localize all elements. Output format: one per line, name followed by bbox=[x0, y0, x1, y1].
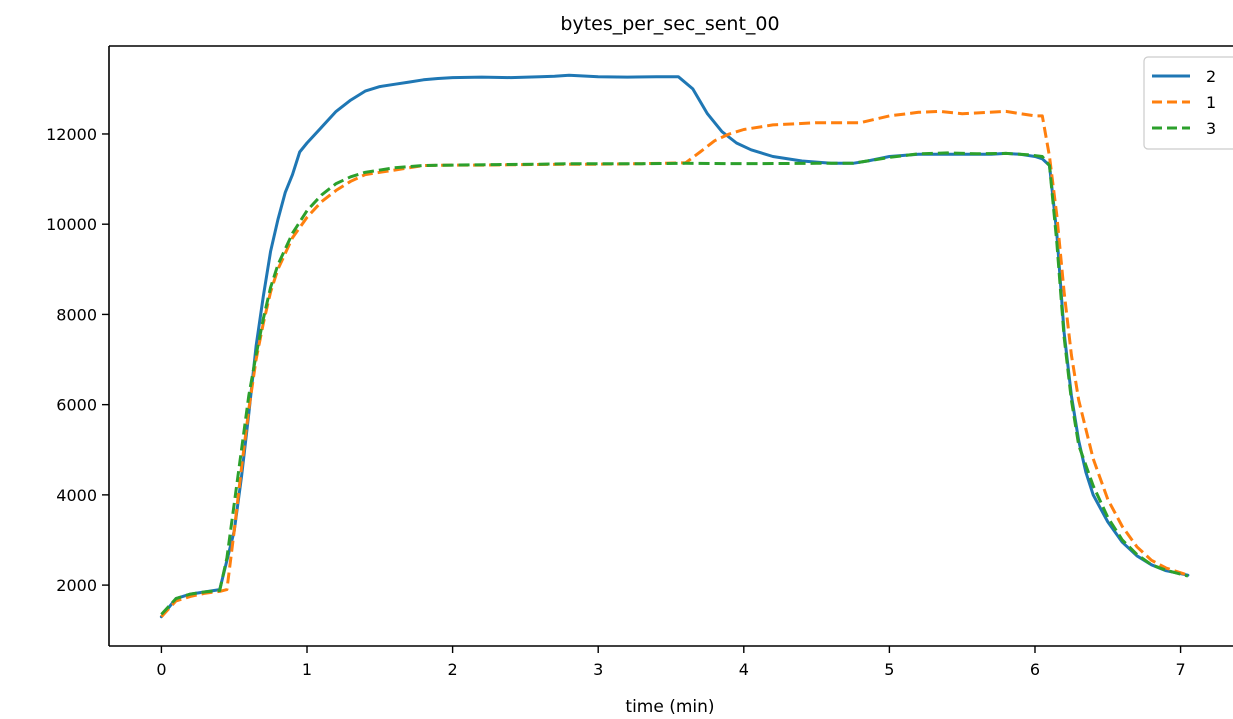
legend-label-1: 1 bbox=[1206, 93, 1216, 112]
y-tick-label: 8000 bbox=[56, 305, 97, 324]
chart-title: bytes_per_sec_sent_00 bbox=[560, 13, 779, 35]
x-tick-label: 6 bbox=[1030, 660, 1040, 679]
legend-label-3: 3 bbox=[1206, 119, 1216, 138]
axes: 0 1 2 3 4 5 6 7 2000 4000 6000 8000 10000 12000 bbox=[46, 45, 1233, 679]
x-tick-label: 4 bbox=[739, 660, 749, 679]
x-axis-label: time (min) bbox=[625, 697, 714, 717]
x-tick-label: 3 bbox=[593, 660, 603, 679]
y-tick-label: 2000 bbox=[56, 576, 97, 595]
y-tick-label: 12000 bbox=[46, 125, 97, 144]
x-tick-label: 1 bbox=[302, 660, 312, 679]
y-tick-label: 4000 bbox=[56, 486, 97, 505]
series-line-1 bbox=[160, 109, 1189, 618]
series-layer bbox=[159, 73, 1190, 619]
y-tick-label: 10000 bbox=[46, 215, 97, 234]
x-tick-label: 7 bbox=[1175, 660, 1185, 679]
legend: 2 1 3 bbox=[1143, 56, 1233, 150]
series-line-3 bbox=[160, 151, 1189, 616]
x-tick-label: 5 bbox=[884, 660, 894, 679]
x-tick-label: 0 bbox=[156, 660, 166, 679]
x-tick-label: 2 bbox=[448, 660, 458, 679]
y-tick-label: 6000 bbox=[56, 396, 97, 415]
legend-label-2: 2 bbox=[1206, 67, 1216, 86]
